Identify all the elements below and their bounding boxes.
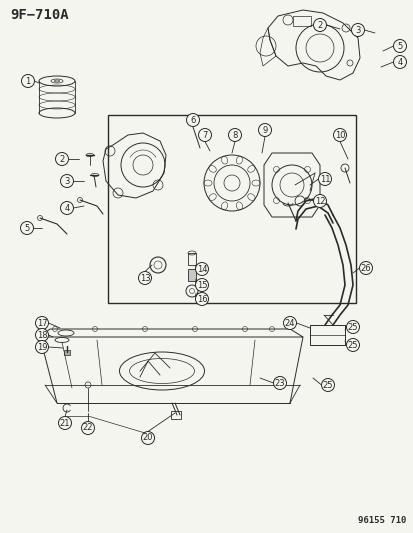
Circle shape: [313, 19, 326, 31]
Text: 5: 5: [24, 223, 30, 232]
Circle shape: [273, 376, 286, 390]
Text: 13: 13: [139, 273, 150, 282]
Circle shape: [55, 152, 68, 166]
Circle shape: [36, 328, 48, 342]
Bar: [64, 350, 70, 355]
Bar: [171, 411, 180, 419]
Circle shape: [60, 174, 74, 188]
Circle shape: [321, 378, 334, 392]
Text: 14: 14: [196, 264, 207, 273]
Circle shape: [346, 320, 358, 334]
Bar: [108, 115, 355, 303]
Text: 7: 7: [202, 131, 207, 140]
Circle shape: [138, 271, 151, 285]
Circle shape: [228, 128, 241, 141]
Circle shape: [313, 195, 326, 207]
Text: 1: 1: [25, 77, 31, 85]
Text: 9F−710A: 9F−710A: [10, 8, 69, 22]
Bar: [188, 269, 195, 281]
Text: 4: 4: [396, 58, 402, 67]
Text: 25: 25: [347, 322, 357, 332]
Circle shape: [195, 293, 208, 305]
Bar: [292, 16, 310, 26]
Circle shape: [333, 128, 346, 141]
Text: 18: 18: [37, 330, 47, 340]
Circle shape: [58, 416, 71, 430]
Text: 22: 22: [83, 424, 93, 432]
Text: 3: 3: [64, 176, 69, 185]
Text: 25: 25: [347, 341, 357, 350]
Circle shape: [81, 422, 94, 434]
Text: 20: 20: [142, 433, 153, 442]
Text: 2: 2: [59, 155, 64, 164]
Text: 96155 710: 96155 710: [357, 516, 405, 525]
Circle shape: [21, 222, 33, 235]
Bar: [188, 253, 195, 265]
Circle shape: [258, 124, 271, 136]
Text: 5: 5: [396, 42, 402, 51]
Circle shape: [283, 317, 296, 329]
Text: 19: 19: [37, 343, 47, 351]
Circle shape: [186, 114, 199, 126]
Text: 12: 12: [314, 197, 325, 206]
Circle shape: [318, 173, 331, 185]
Circle shape: [36, 317, 48, 329]
Bar: [309, 325, 344, 345]
Text: 2: 2: [317, 20, 322, 29]
Text: 8: 8: [232, 131, 237, 140]
Circle shape: [346, 338, 358, 351]
Text: 11: 11: [319, 174, 330, 183]
Text: 21: 21: [59, 418, 70, 427]
Text: 16: 16: [196, 295, 207, 303]
Text: 10: 10: [334, 131, 344, 140]
Text: 3: 3: [354, 26, 360, 35]
Circle shape: [351, 23, 363, 36]
Text: 26: 26: [360, 263, 370, 272]
Circle shape: [195, 262, 208, 276]
Text: 25: 25: [322, 381, 332, 390]
Circle shape: [392, 55, 406, 69]
Circle shape: [21, 75, 34, 87]
Circle shape: [198, 128, 211, 141]
Text: 23: 23: [274, 378, 285, 387]
Circle shape: [60, 201, 74, 214]
Text: 4: 4: [64, 204, 69, 213]
Text: 6: 6: [190, 116, 195, 125]
Circle shape: [36, 341, 48, 353]
Circle shape: [392, 39, 406, 52]
Text: 9: 9: [262, 125, 267, 134]
Text: 17: 17: [37, 319, 47, 327]
Circle shape: [195, 279, 208, 292]
Text: 24: 24: [284, 319, 294, 327]
Circle shape: [358, 262, 372, 274]
Text: 15: 15: [196, 280, 207, 289]
Circle shape: [141, 432, 154, 445]
